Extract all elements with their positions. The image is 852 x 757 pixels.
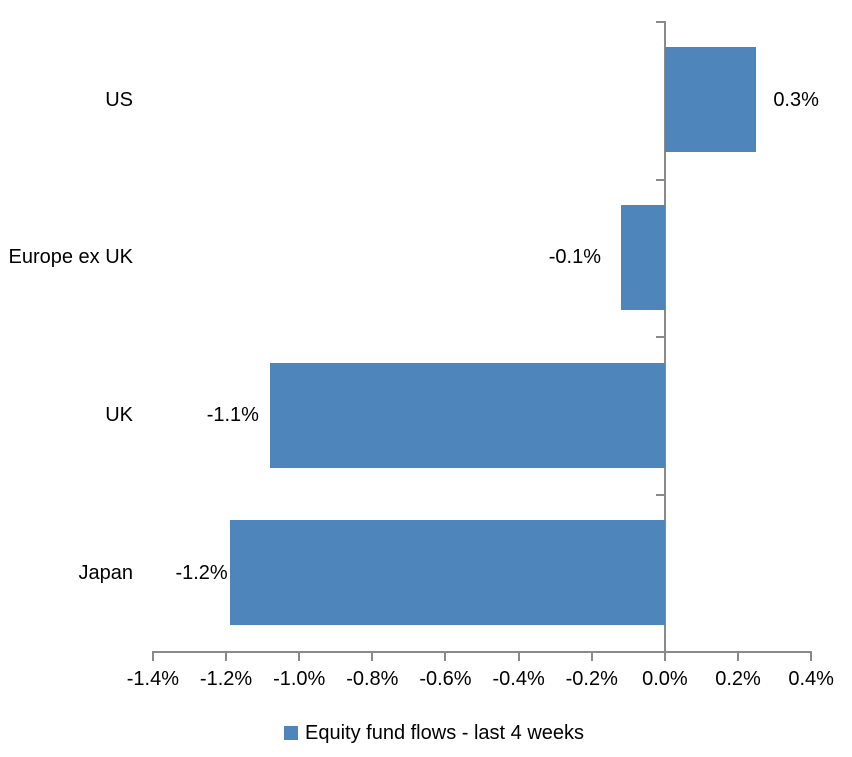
value-label: -1.2% [175,561,228,584]
x-axis-tick [371,650,374,661]
value-label: 0.3% [773,88,819,111]
category-label: Europe ex UK [8,246,133,269]
category-label: Japan [78,561,134,584]
bar-japan [229,520,665,626]
x-axis-tick [737,650,740,661]
x-axis-tick [590,650,593,661]
y-axis-tick [655,21,664,23]
value-label: -1.1% [206,404,259,426]
legend-marker-icon [284,726,298,740]
x-axis-tick [517,650,520,661]
value-label: -0.1% [548,246,602,269]
x-axis-tick-label: 0.0% [642,668,688,690]
x-axis-tick [444,650,447,661]
x-axis-tick-label: 0.4% [788,668,834,690]
x-axis-tick-label: -1.4% [126,668,180,690]
x-axis-tick [810,650,813,661]
x-axis-tick [298,650,301,661]
category-label: US [105,88,133,111]
bar-uk [269,362,665,468]
x-axis-tick-label: -0.2% [565,668,618,690]
y-axis-line [663,21,666,653]
x-axis-tick-label: -1.0% [273,668,326,690]
x-axis-tick [225,650,228,661]
y-axis-tick [655,178,664,181]
x-axis-tick [151,650,154,661]
legend-label: Equity fund flows - last 4 weeks [305,722,585,744]
y-axis-tick [655,493,664,496]
category-label: UK [105,404,133,426]
x-axis-tick [663,650,666,661]
x-axis-tick-label: 0.2% [715,668,761,690]
x-axis-tick-label: -0.6% [419,668,472,690]
y-axis-tick [655,336,664,339]
x-axis-line [151,650,813,653]
x-axis-tick-label: -0.4% [492,668,545,690]
x-axis-tick-label: -0.8% [346,668,399,690]
legend: Equity fund flows - last 4 weeks [284,721,584,745]
bar-europe-ex-uk [621,204,665,310]
bar-us [664,47,757,153]
x-axis-tick-label: -1.2% [199,668,253,690]
